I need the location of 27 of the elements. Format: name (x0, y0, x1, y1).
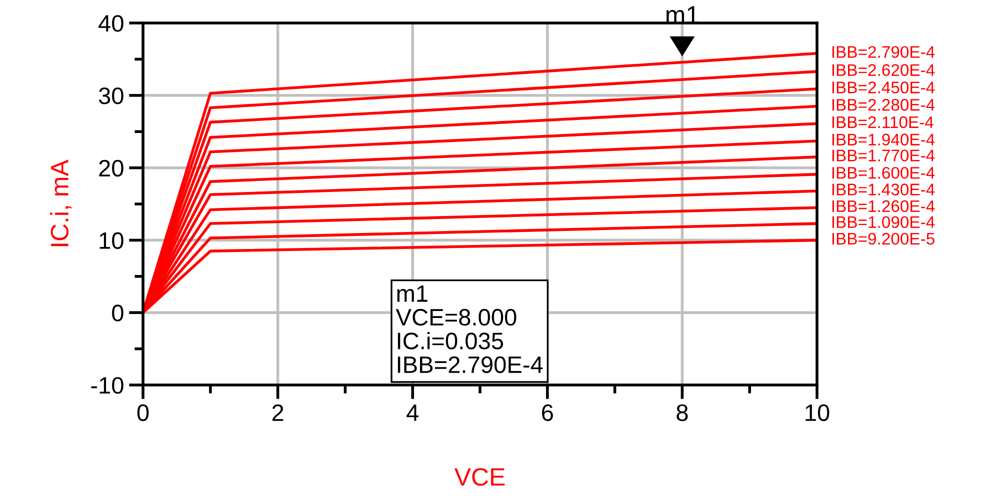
series-label: IBB=1.600E-4 (832, 166, 935, 179)
series-label: IBB=2.620E-4 (832, 64, 935, 76)
x-tick-label: 10 (806, 404, 830, 422)
series-label: IBB=1.940E-4 (832, 134, 935, 146)
series-label: IBB=2.110E-4 (832, 116, 934, 128)
series-label: IBB=1.430E-4 (832, 184, 935, 196)
y-tick-label: 30 (98, 87, 124, 104)
series-label: IBB=1.260E-4 (832, 200, 935, 212)
y-axis-title: IC.i, mA (50, 160, 72, 246)
annotation: m1 VCE=8.000 IC.i=0.035 IBB=2.790E-4 (396, 285, 543, 374)
y-tick-label: 10 (100, 232, 124, 249)
series-label: IBB=2.790E-4 (832, 46, 935, 58)
series-label: IBB=9.200E-5 (832, 232, 934, 245)
series-label: IBB=1.770E-4 (832, 150, 935, 162)
series-label: IBB=2.280E-4 (832, 98, 935, 111)
x-tick-label: 0 (137, 404, 149, 422)
x-axis-title: VCE (454, 468, 505, 486)
x-tick-label: 8 (676, 404, 688, 422)
y-tick-label: 0 (112, 304, 124, 322)
series-label: IBB=2.450E-4 (832, 82, 935, 94)
y-tick-label: 40 (98, 15, 124, 32)
series-label: IBB=1.090E-4 (832, 216, 935, 228)
x-tick-label: 2 (272, 404, 284, 421)
x-tick-label: 4 (406, 404, 418, 421)
x-tick-label: 6 (542, 404, 553, 422)
y-tick-label: -10 (91, 377, 124, 394)
y-tick-label: 20 (99, 160, 124, 177)
